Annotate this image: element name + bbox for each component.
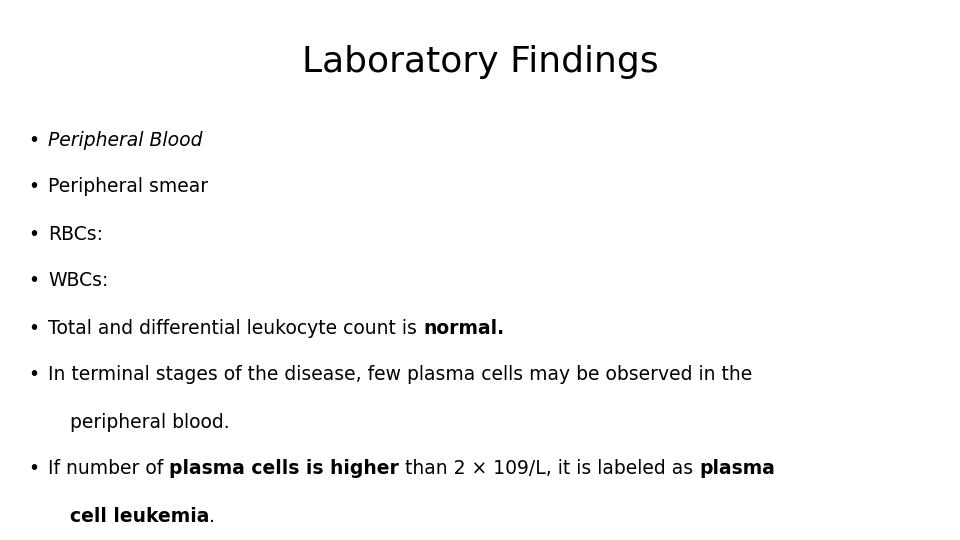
Text: peripheral blood.: peripheral blood.: [70, 413, 229, 431]
Text: •: •: [28, 178, 39, 197]
Text: •: •: [28, 225, 39, 244]
Text: •: •: [28, 460, 39, 478]
Text: Laboratory Findings: Laboratory Findings: [301, 45, 659, 79]
Text: Peripheral Blood: Peripheral Blood: [48, 131, 203, 150]
Text: •: •: [28, 319, 39, 338]
Text: Peripheral smear: Peripheral smear: [48, 178, 208, 197]
Text: .: .: [209, 507, 215, 525]
Text: plasma cells is higher: plasma cells is higher: [169, 460, 399, 478]
Text: RBCs:: RBCs:: [48, 225, 103, 244]
Text: cell leukemia: cell leukemia: [70, 507, 209, 525]
Text: WBCs:: WBCs:: [48, 272, 108, 291]
Text: plasma: plasma: [699, 460, 775, 478]
Text: normal.: normal.: [422, 319, 504, 338]
Text: •: •: [28, 366, 39, 384]
Text: •: •: [28, 131, 39, 150]
Text: If number of: If number of: [48, 460, 169, 478]
Text: In terminal stages of the disease, few plasma cells may be observed in the: In terminal stages of the disease, few p…: [48, 366, 753, 384]
Text: •: •: [28, 272, 39, 291]
Text: than 2 × 109/L, it is labeled as: than 2 × 109/L, it is labeled as: [399, 460, 699, 478]
Text: Total and differential leukocyte count is: Total and differential leukocyte count i…: [48, 319, 422, 338]
